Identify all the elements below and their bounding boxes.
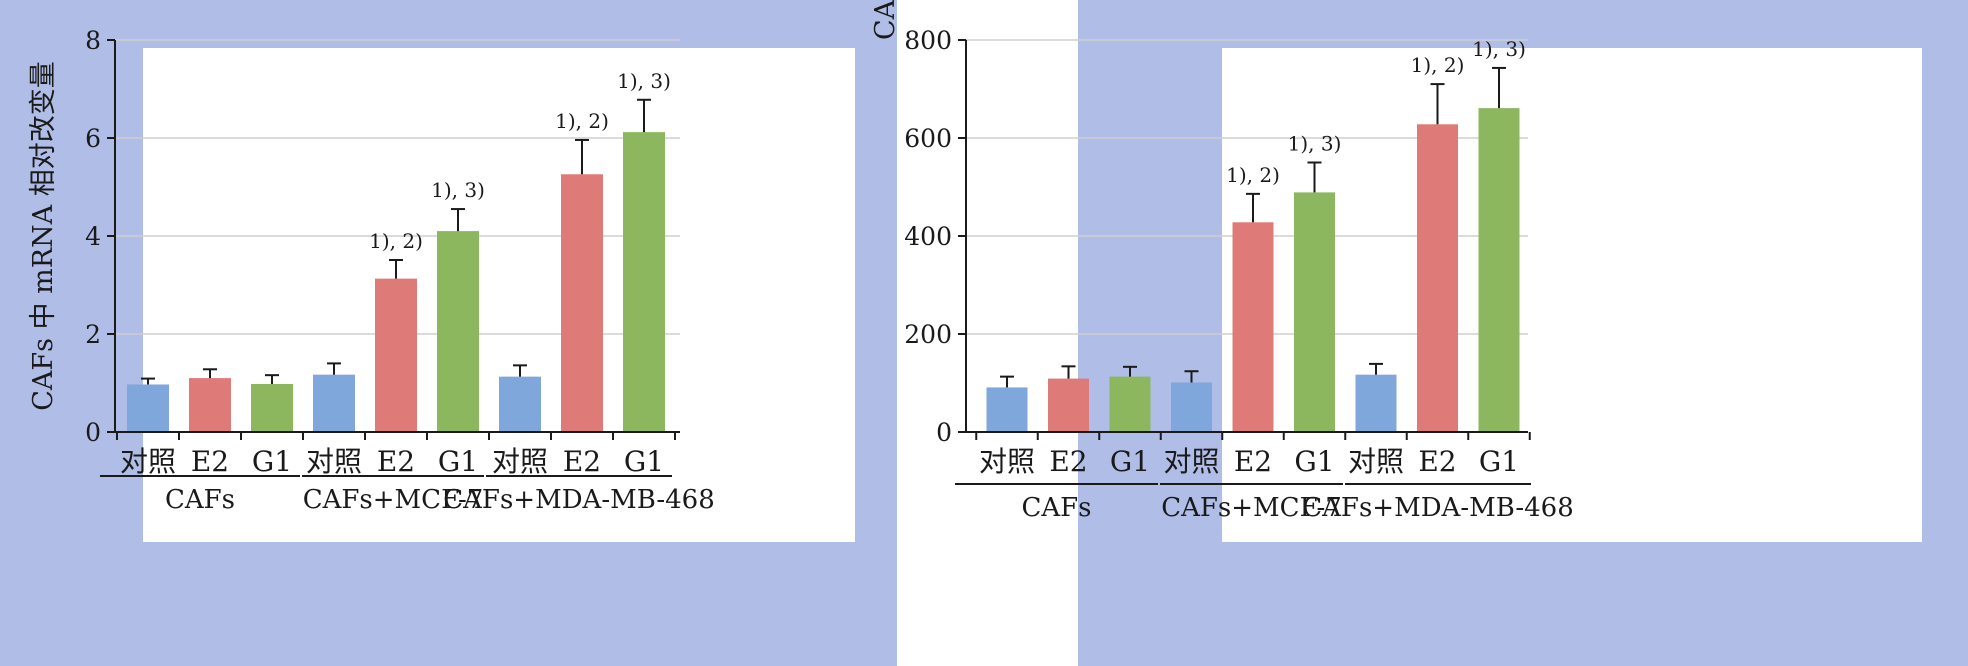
category-label: 对照 (979, 445, 1035, 478)
significance-label: 1), 2) (369, 229, 423, 253)
category-label: E2 (1049, 445, 1087, 478)
significance-label: 1), 3) (617, 69, 671, 93)
category-label: E2 (1418, 445, 1456, 478)
category-label: E2 (563, 445, 601, 478)
chart-left: 0 2 4 6 8 1), 2) 1), 3) 1), 2) 1), 3) 对照 E2 G1 对照 E2 G… (28, 26, 715, 515)
bar (1109, 376, 1151, 432)
y-axis-title: CAFs 中 mRNA 相对改变量 (28, 61, 59, 411)
significance-label: 1), 3) (1288, 132, 1342, 156)
bar (375, 278, 417, 432)
category-label: E2 (377, 445, 415, 478)
bar (437, 231, 479, 432)
bar (1232, 222, 1274, 432)
bar (1355, 374, 1397, 432)
y-tick-label: 6 (85, 124, 101, 153)
group-label: CAFs+MDA-MB-468 (443, 485, 715, 515)
group-label: CAFs+MDA-MB-468 (1302, 493, 1574, 523)
y-tick-label: 600 (904, 124, 952, 153)
y-tick-label: 4 (85, 222, 101, 251)
plot-area-left (143, 48, 855, 542)
group-label: CAFs (165, 485, 235, 515)
bar (1048, 378, 1089, 432)
category-label: E2 (191, 445, 229, 478)
chart-right: 0 200 400 600 800 1), 2) 1), 3) 1), 2) 1), 3) 对照 E… (870, 0, 1574, 523)
significance-label: 1), 2) (555, 109, 609, 133)
y-tick-label: 2 (85, 320, 101, 349)
y-tick-label: 0 (85, 418, 101, 447)
group-label: CAFs+MCF-7 (1161, 493, 1342, 523)
category-label: G1 (1294, 445, 1334, 478)
y-tick-label: 800 (904, 26, 952, 55)
y-tick-label: 8 (85, 26, 101, 55)
bar (1478, 108, 1520, 433)
category-label: G1 (1479, 445, 1519, 478)
category-label: 对照 (492, 445, 548, 478)
bar (127, 384, 169, 432)
category-label: 对照 (1163, 445, 1219, 478)
significance-label: 1), 3) (431, 178, 485, 202)
category-label: G1 (624, 445, 664, 478)
bar (313, 374, 355, 432)
bar (189, 378, 231, 432)
category-label: G1 (252, 445, 292, 478)
bar (623, 132, 665, 432)
bar (1417, 124, 1458, 432)
significance-label: 1), 2) (1226, 163, 1280, 187)
category-label: E2 (1234, 445, 1272, 478)
y-tick-label: 200 (904, 320, 952, 349)
bar (561, 174, 603, 432)
plot-area-right (1222, 48, 1922, 542)
significance-label: 1), 3) (1472, 37, 1526, 61)
category-label: 对照 (1348, 445, 1404, 478)
category-label: G1 (438, 445, 478, 478)
significance-label: 1), 2) (1411, 53, 1465, 77)
bar (1294, 192, 1335, 432)
bar (251, 383, 293, 432)
bar (1171, 382, 1212, 432)
y-axis-title: CAFs 中上清液中 FGF2 表达量（ ng/mL ） (870, 0, 901, 40)
category-label: 对照 (120, 445, 176, 478)
category-label: G1 (1110, 445, 1150, 478)
category-label: 对照 (306, 445, 362, 478)
group-label: CAFs+MCF-7 (303, 485, 484, 515)
group-label: CAFs (1021, 493, 1091, 523)
y-tick-label: 0 (936, 418, 952, 447)
bar (986, 387, 1028, 432)
y-tick-label: 400 (904, 222, 952, 251)
bar (499, 376, 541, 432)
